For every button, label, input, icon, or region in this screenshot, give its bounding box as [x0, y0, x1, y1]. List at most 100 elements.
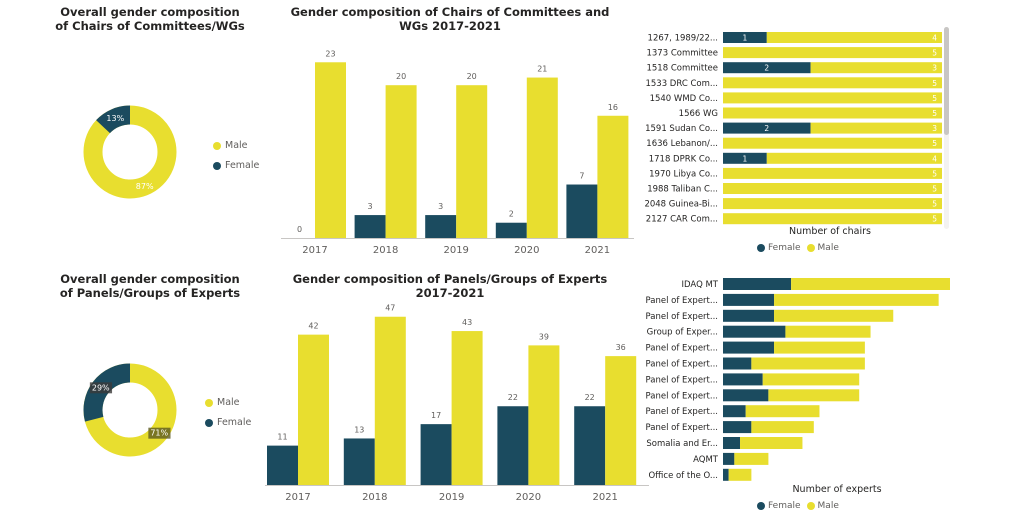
- bar-female-2021[interactable]: [566, 184, 598, 238]
- data-label-female: 3: [438, 202, 443, 211]
- x-tick-label: 2021: [592, 492, 617, 503]
- data-label-male: 23: [325, 49, 335, 58]
- hbar-male[interactable]: [774, 293, 939, 306]
- bar-male-2021[interactable]: [597, 115, 629, 238]
- y-tick-label: Panel of Expert...: [646, 360, 719, 370]
- hbar-label-male: 4: [932, 154, 937, 163]
- hbar-label-male: 3: [932, 124, 937, 133]
- hbar-male[interactable]: [734, 452, 769, 465]
- hbar-male[interactable]: [751, 421, 814, 434]
- bar-female-2018[interactable]: [343, 438, 375, 485]
- donut2-chart: 29% 71%: [83, 363, 177, 457]
- hbar-male[interactable]: [768, 389, 860, 402]
- hbar-female[interactable]: [723, 309, 775, 322]
- hbar-female[interactable]: [723, 437, 741, 449]
- hbar-female[interactable]: [723, 325, 786, 338]
- hbar-female[interactable]: [723, 468, 729, 481]
- data-label-female: 0: [297, 225, 302, 234]
- hbar2-legend: Female Male: [757, 501, 845, 511]
- data-label-female: 11: [277, 433, 287, 442]
- bar-male-2018[interactable]: [374, 316, 406, 485]
- donut-slice-female[interactable]: [83, 363, 131, 422]
- hbar-male[interactable]: [766, 32, 942, 43]
- bar-male-2020[interactable]: [526, 77, 558, 238]
- data-label-female: 17: [431, 411, 441, 420]
- hbar-male[interactable]: [766, 152, 942, 164]
- hbar-female[interactable]: [723, 341, 775, 354]
- data-label-male: 42: [308, 322, 318, 331]
- bar-male-2020[interactable]: [528, 345, 560, 485]
- y-tick-label: 1718 DPRK Co...: [649, 154, 718, 164]
- hbar-male[interactable]: [723, 167, 942, 179]
- bar-female-2018[interactable]: [354, 215, 386, 238]
- y-tick-label: 1533 DRC Com...: [645, 79, 718, 89]
- donut-slice-female[interactable]: [96, 105, 131, 134]
- x-tick-label: 2019: [443, 245, 468, 256]
- hbar-label-male: 5: [932, 215, 937, 224]
- x-tick-label: 2017: [285, 492, 310, 503]
- hbar-male[interactable]: [723, 107, 942, 119]
- hbar-female[interactable]: [723, 62, 811, 74]
- x-tick-label: 2019: [439, 492, 464, 503]
- hbar-male[interactable]: [785, 325, 871, 338]
- y-tick-label: 1970 Libya Co...: [649, 169, 718, 179]
- hbar-male[interactable]: [723, 213, 942, 225]
- hbar-label-female: 2: [764, 64, 769, 73]
- hbar-male[interactable]: [723, 137, 942, 149]
- data-label-female: 22: [508, 393, 518, 402]
- bar-male-2019[interactable]: [456, 85, 488, 238]
- data-label-male: 36: [616, 343, 626, 352]
- bar-female-2020[interactable]: [495, 222, 527, 238]
- hbar-male[interactable]: [810, 122, 942, 134]
- hbar-male[interactable]: [774, 309, 894, 322]
- hbar-female[interactable]: [723, 421, 752, 434]
- bar-male-2021[interactable]: [605, 356, 637, 485]
- hbar-female[interactable]: [723, 293, 775, 306]
- hbar-female[interactable]: [723, 373, 763, 386]
- bar-male-2018[interactable]: [385, 85, 417, 238]
- hbar-male[interactable]: [791, 278, 950, 290]
- hbar-male[interactable]: [745, 405, 820, 418]
- hbar-label-male: 5: [932, 139, 937, 148]
- hbar-male[interactable]: [723, 198, 942, 210]
- y-tick-label: Office of the O...: [648, 471, 718, 481]
- hbar-male[interactable]: [723, 92, 942, 104]
- hbar-female[interactable]: [723, 122, 811, 134]
- hbar-female[interactable]: [723, 452, 735, 465]
- bar-male-2017[interactable]: [315, 62, 346, 238]
- bar-male-2019[interactable]: [451, 331, 483, 485]
- hbar-female[interactable]: [723, 405, 746, 418]
- data-label-female: 7: [579, 172, 584, 181]
- legend-male-label: Male: [217, 397, 240, 408]
- bar-female-2021[interactable]: [574, 406, 606, 485]
- x-tick-label: 2020: [514, 245, 539, 256]
- hbar-male[interactable]: [723, 77, 942, 89]
- bar-female-2017[interactable]: [267, 445, 298, 485]
- x-tick-label: 2020: [516, 492, 541, 503]
- hbar-female[interactable]: [723, 357, 752, 370]
- y-tick-label: 2127 CAR Com...: [646, 215, 718, 225]
- bar-male-2017[interactable]: [298, 334, 329, 485]
- female-legend-dot: [757, 502, 765, 510]
- hbar-male[interactable]: [728, 468, 752, 481]
- bar-female-2020[interactable]: [497, 406, 529, 485]
- hbar-male[interactable]: [810, 62, 942, 74]
- hbar-male[interactable]: [723, 47, 942, 59]
- hbar-female[interactable]: [723, 278, 792, 290]
- male-legend-dot: [806, 244, 815, 252]
- hbar-female[interactable]: [723, 32, 767, 43]
- bar-female-2019[interactable]: [425, 215, 457, 238]
- hbar-male[interactable]: [774, 341, 865, 354]
- hbar-female[interactable]: [723, 389, 769, 402]
- hbar1-scrollbar[interactable]: [944, 27, 949, 135]
- hbar-male[interactable]: [740, 437, 803, 449]
- hbar-male[interactable]: [751, 357, 865, 370]
- hbar-male[interactable]: [723, 183, 942, 194]
- legend-female-label: Female: [768, 243, 801, 253]
- bar-female-2019[interactable]: [420, 424, 452, 485]
- hbar-label-male: 5: [932, 79, 937, 88]
- data-label-male: 16: [608, 103, 618, 112]
- hbar-female[interactable]: [723, 152, 767, 164]
- hbar-male[interactable]: [762, 373, 860, 386]
- donut-label-female: 29%: [92, 383, 110, 392]
